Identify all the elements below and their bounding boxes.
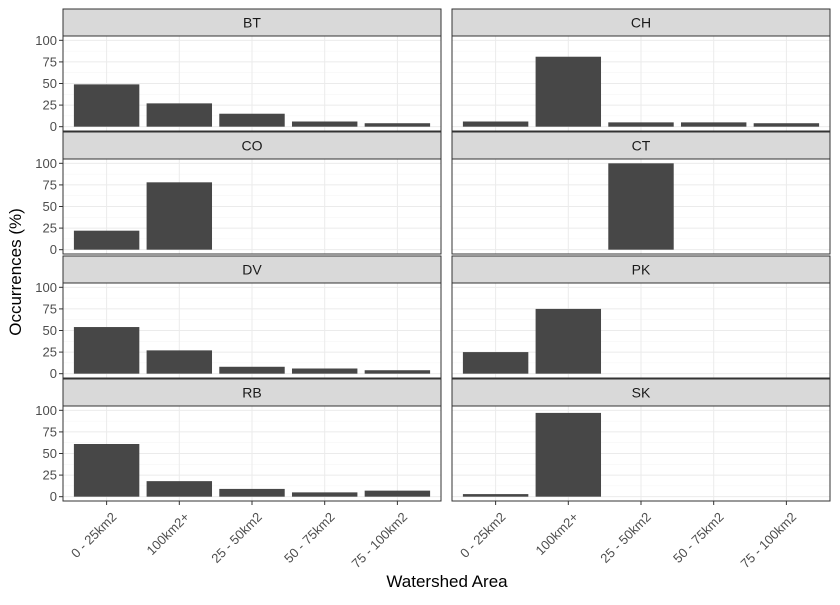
x-axis-title: Watershed Area: [386, 572, 508, 591]
bar-dv-0: [73, 327, 140, 374]
facet-strip: [451, 8, 831, 37]
facet-strip: [451, 378, 831, 407]
x-tick-label: 0 - 25km2: [68, 509, 119, 560]
bar-bt-3: [291, 121, 358, 127]
bar-ch-0: [462, 121, 529, 127]
facet-strip: [62, 131, 442, 160]
y-tick-label: 75: [43, 54, 57, 69]
facet-co: CO 0 25 50 75 100: [35, 131, 442, 257]
y-tick-label: 75: [43, 301, 57, 316]
bar-bt-4: [364, 123, 431, 127]
bar-dv-1: [146, 350, 213, 374]
y-tick-label: 25: [43, 98, 57, 113]
y-tick-label: 100: [35, 280, 57, 295]
y-tick-label: 50: [43, 76, 57, 91]
facet-pk: PK: [451, 255, 831, 379]
bar-dv-2: [219, 366, 285, 374]
facet-strip-label: BT: [243, 15, 261, 31]
y-tick-label: 0: [50, 366, 57, 381]
y-tick-label: 25: [43, 221, 57, 236]
x-tick-label: 75 - 100km2: [349, 509, 411, 571]
y-tick-label: 50: [43, 199, 57, 214]
y-tick-label: 100: [35, 156, 57, 171]
panel-border: [451, 282, 831, 379]
x-tick-label: 100km2+: [533, 509, 582, 558]
facet-strip-label: CH: [631, 15, 651, 31]
bar-co-1: [146, 182, 213, 250]
y-tick-label: 50: [43, 323, 57, 338]
bar-ch-3: [680, 122, 747, 127]
bar-pk-0: [462, 352, 529, 374]
y-tick-label: 75: [43, 177, 57, 192]
facet-rb: RB 0 25 50 75 100: [35, 378, 442, 504]
y-tick-label: 100: [35, 33, 57, 48]
y-tick-label: 25: [43, 468, 57, 483]
facet-ct: CT: [451, 131, 831, 255]
x-tick-label: 25 - 50km2: [208, 509, 265, 566]
bar-ch-4: [753, 123, 820, 127]
bar-rb-2: [219, 488, 285, 497]
bar-pk-1: [535, 308, 602, 374]
facet-strip: [62, 378, 442, 407]
facet-strip-label: DV: [242, 262, 262, 278]
bar-ch-1: [535, 56, 602, 127]
x-tick-label: 25 - 50km2: [597, 509, 654, 566]
bar-sk-1: [535, 412, 602, 497]
facet-ch: CH: [451, 8, 831, 132]
bar-co-0: [73, 230, 140, 250]
facet-panels: BT 0 25 50 75 100 CH CO 0 25 50 75 100 CT DV 0 25 50 75 100…: [35, 8, 831, 504]
facet-strip: [451, 131, 831, 160]
bar-bt-1: [146, 103, 213, 127]
facet-strip: [62, 8, 442, 37]
x-tick-label: 50 - 75km2: [670, 509, 727, 566]
bar-ch-2: [608, 122, 674, 127]
panel-border: [451, 35, 831, 132]
facet-dv: DV 0 25 50 75 100: [35, 255, 442, 381]
facet-sk: SK: [451, 378, 831, 502]
facet-strip-label: CT: [632, 138, 651, 154]
facet-strip-label: RB: [242, 385, 261, 401]
y-tick-label: 0: [50, 489, 57, 504]
x-tick-label: 0 - 25km2: [457, 509, 508, 560]
facet-strip-label: PK: [632, 262, 651, 278]
x-tick-label: 100km2+: [144, 509, 193, 558]
y-tick-label: 0: [50, 242, 57, 257]
y-tick-label: 100: [35, 403, 57, 418]
bar-bt-2: [219, 113, 285, 127]
facet-strip-label: CO: [242, 138, 263, 154]
x-axis-labels: 0 - 25km2 100km2+ 25 - 50km2 50 - 75km2 75 -…: [68, 501, 799, 571]
bar-rb-1: [146, 481, 213, 497]
facet-strip: [62, 255, 442, 284]
bar-rb-4: [364, 490, 431, 497]
facet-bt: BT 0 25 50 75 100: [35, 8, 442, 134]
facet-strip-label: SK: [632, 385, 651, 401]
bar-rb-0: [73, 444, 140, 497]
y-tick-label: 25: [43, 345, 57, 360]
panel-border: [451, 158, 831, 255]
bar-sk-0: [462, 494, 529, 497]
x-tick-label: 75 - 100km2: [738, 509, 800, 571]
bar-dv-3: [291, 368, 358, 374]
bar-bt-0: [73, 84, 140, 127]
y-tick-label: 75: [43, 424, 57, 439]
bar-ct-2: [608, 163, 674, 250]
y-axis-title: Occurrences (%): [6, 208, 25, 336]
bar-dv-4: [364, 370, 431, 374]
bar-rb-3: [291, 492, 358, 497]
x-tick-label: 50 - 75km2: [281, 509, 338, 566]
y-tick-label: 50: [43, 446, 57, 461]
y-tick-label: 0: [50, 119, 57, 134]
